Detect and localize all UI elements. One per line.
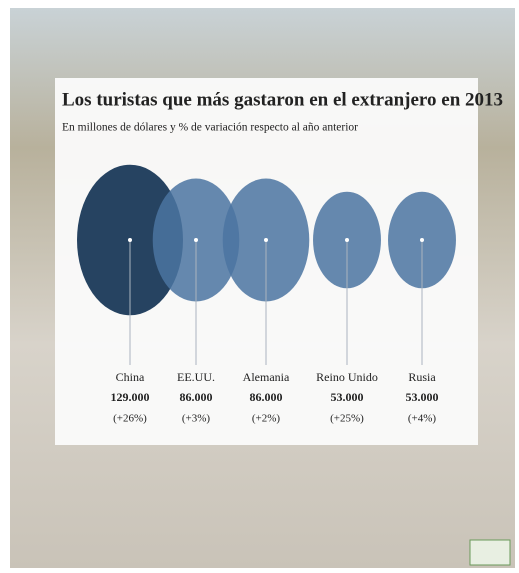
center-dot: [420, 238, 424, 242]
change-label: (+2%): [252, 413, 281, 425]
plot: China 129.000 (+26%) EE.UU. 86.000 (+3%) Alema…: [77, 164, 456, 425]
change-label: (+4%): [408, 413, 437, 425]
category-label: Reino Unido: [316, 370, 378, 384]
value-label: 53.000: [406, 390, 439, 404]
value-label: 53.000: [331, 390, 364, 404]
center-dot: [194, 238, 198, 242]
chart-subtitle: En millones de dólares y % de variación …: [62, 122, 358, 134]
logo: [469, 539, 511, 566]
center-dot: [264, 238, 268, 242]
category-label: China: [116, 370, 145, 384]
center-dot: [345, 238, 349, 242]
change-label: (+25%): [330, 413, 364, 425]
category-label: Alemania: [243, 370, 290, 384]
category-label: EE.UU.: [177, 370, 215, 384]
center-dot: [128, 238, 132, 242]
value-label: 86.000: [250, 390, 283, 404]
change-label: (+26%): [113, 413, 147, 425]
value-label: 86.000: [180, 390, 213, 404]
change-label: (+3%): [182, 413, 211, 425]
chart-title: Los turistas que más gastaron en el extr…: [62, 89, 503, 110]
category-label: Rusia: [408, 370, 436, 384]
value-label: 129.000: [111, 390, 150, 404]
